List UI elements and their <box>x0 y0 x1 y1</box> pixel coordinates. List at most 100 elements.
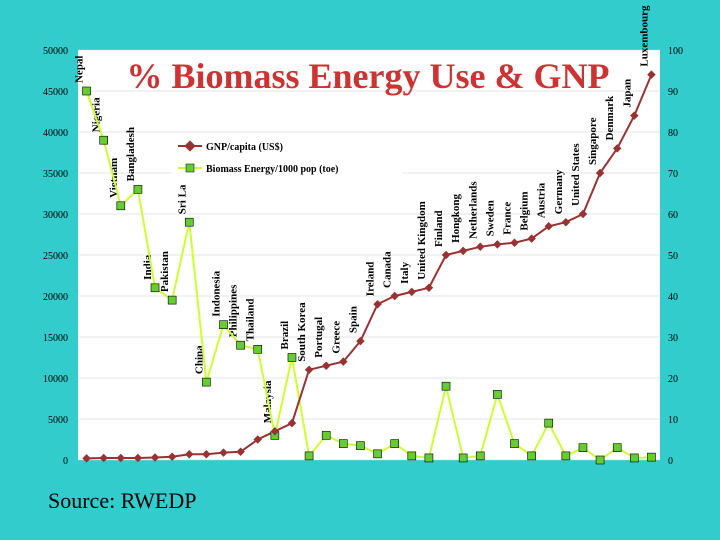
category-label: Sweden <box>484 200 496 236</box>
biomass-point <box>356 441 365 450</box>
biomass-point <box>595 455 605 465</box>
category-label: United States <box>570 143 582 206</box>
gnp-point <box>476 242 485 252</box>
gnp-point <box>458 246 468 256</box>
biomass-point <box>133 185 143 194</box>
legend: GNP/capita (US$) Biomass Energy/1000 pop… <box>171 135 403 185</box>
legend-biomass-marker <box>185 163 195 173</box>
biomass-point <box>82 86 91 96</box>
biomass-point <box>339 439 348 448</box>
biomass-point <box>390 439 399 448</box>
right-tick-label: 0 <box>668 456 673 467</box>
legend-box <box>171 135 403 185</box>
left-tick-label: 10000 <box>43 374 68 385</box>
biomass-point <box>236 340 245 350</box>
right-tick-label: 100 <box>668 46 683 57</box>
biomass-point <box>424 453 434 463</box>
right-tick-label: 30 <box>668 333 678 344</box>
gnp-point <box>133 453 143 463</box>
right-tick-label: 40 <box>668 292 678 303</box>
legend-gnp-label: GNP/capita (US$) <box>206 142 283 153</box>
right-tick-label: 60 <box>668 210 678 221</box>
left-tick-label: 30000 <box>43 210 68 221</box>
gnp-point <box>356 336 365 346</box>
right-tick-label: 50 <box>668 251 678 262</box>
biomass-point <box>287 353 297 362</box>
left-tick-label: 15000 <box>43 333 68 344</box>
biomass-point <box>647 452 656 462</box>
category-label: Pakistan <box>159 251 171 292</box>
biomass-point <box>612 443 622 453</box>
category-label: Greece <box>330 321 342 354</box>
left-tick-label: 20000 <box>43 292 68 303</box>
category-label: Germany <box>553 169 565 214</box>
gnp-point <box>185 450 194 459</box>
gnp-point <box>407 287 417 297</box>
biomass-point <box>219 320 228 330</box>
category-label: Brazil <box>279 321 291 350</box>
left-tick-label: 5000 <box>48 415 68 426</box>
biomass-point <box>167 295 177 305</box>
gnp-point <box>424 283 434 293</box>
gnp-point <box>339 357 348 366</box>
right-tick-label: 80 <box>668 128 678 139</box>
biomass-point <box>458 453 468 463</box>
biomass-point <box>202 377 211 387</box>
gnp-point <box>99 453 108 463</box>
category-label: Denmark <box>604 95 616 140</box>
gnp-point <box>202 450 211 459</box>
category-label: Nepal <box>74 56 86 84</box>
gnp-point <box>390 291 399 301</box>
gnp-point <box>441 250 451 260</box>
gnp-point <box>116 453 126 463</box>
biomass-point <box>441 381 451 391</box>
biomass-point <box>184 217 194 227</box>
biomass-point <box>116 201 126 211</box>
series-markers <box>82 70 656 465</box>
category-label: United Kingdom <box>416 201 428 280</box>
category-label: Portugal <box>313 317 325 358</box>
category-label: Ireland <box>365 262 377 297</box>
category-label: Philippines <box>228 284 240 337</box>
left-tick-label: 50000 <box>43 46 68 57</box>
biomass-point <box>544 418 554 428</box>
biomass-point <box>373 449 382 459</box>
legend-biomass-label: Biomass Energy/1000 pop (toe) <box>206 164 339 175</box>
gnp-point <box>82 454 91 463</box>
gnp-point <box>373 299 382 309</box>
gnp-point <box>219 448 228 457</box>
category-label: Hongkong <box>450 193 462 242</box>
category-label: Finland <box>433 210 445 247</box>
category-label: Spain <box>347 306 359 333</box>
chart-title: % Biomass Energy Use & GNP <box>127 56 610 96</box>
category-label: Luxembourg <box>638 5 650 67</box>
biomass-point <box>321 431 331 440</box>
left-tick-label: 0 <box>63 456 68 467</box>
left-tick-label: 45000 <box>43 87 68 98</box>
gnp-point <box>287 418 297 428</box>
biomass-point <box>527 451 536 461</box>
category-label: Nigeria <box>91 97 103 132</box>
biomass-point <box>493 390 502 399</box>
category-label: France <box>502 202 514 235</box>
gnp-point <box>321 361 331 370</box>
gnp-point <box>493 240 502 249</box>
source-note: Source: RWEDP <box>48 488 197 513</box>
category-label: Italy <box>399 261 411 284</box>
right-tick-label: 70 <box>668 169 678 180</box>
gnp-point <box>167 452 177 461</box>
category-label: South Korea <box>296 302 308 362</box>
category-label: Austria <box>536 182 548 218</box>
biomass-point <box>99 135 108 145</box>
biomass-point <box>578 443 588 453</box>
category-label: Canada <box>382 251 394 288</box>
biomass-series-line <box>85 90 652 462</box>
category-label: Belgium <box>519 191 531 230</box>
left-tick-label: 40000 <box>43 128 68 139</box>
biomass-point <box>510 439 519 448</box>
left-axis-ticks: 0 5000 10000 15000 20000 25000 30000 35000 40000… <box>43 46 68 467</box>
biomass-point <box>150 283 160 293</box>
category-label: Netherlands <box>467 181 479 239</box>
left-tick-label: 25000 <box>43 251 68 262</box>
